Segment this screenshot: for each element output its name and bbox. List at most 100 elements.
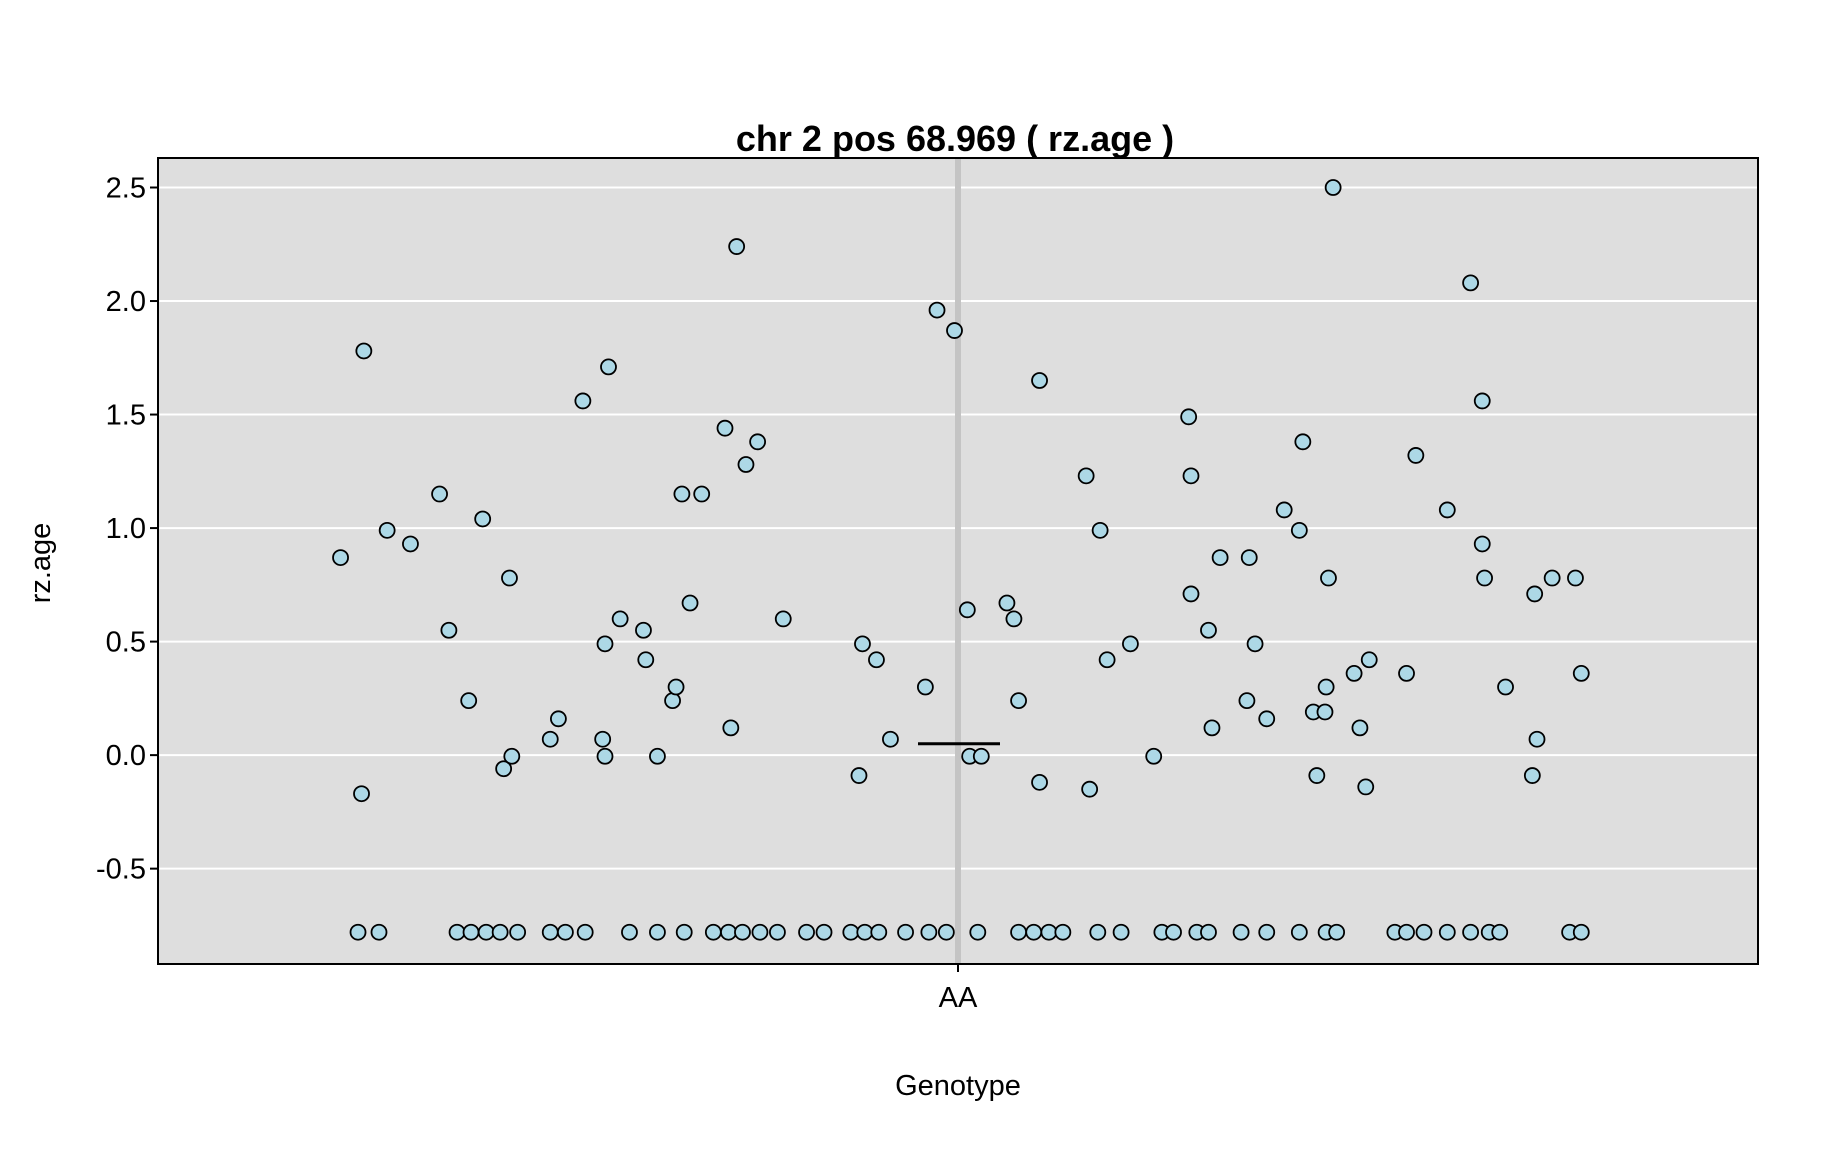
- data-point: [1232, 923, 1250, 941]
- data-point: [1200, 621, 1217, 639]
- data-point: [1491, 923, 1509, 941]
- data-point: [737, 456, 755, 473]
- data-point: [998, 594, 1016, 612]
- data-point: [722, 719, 740, 737]
- data-point: [1203, 719, 1221, 737]
- y-tick-label: -0.5: [96, 854, 146, 886]
- data-point: [769, 923, 786, 941]
- data-point: [503, 747, 521, 765]
- data-point: [1462, 923, 1479, 941]
- data-point: [1275, 501, 1293, 519]
- y-axis-label: rz.age: [25, 523, 57, 604]
- data-point: [1031, 773, 1048, 791]
- data-point: [1290, 923, 1308, 941]
- data-point: [1054, 923, 1072, 941]
- data-point: [1360, 651, 1378, 669]
- data-point: [448, 923, 466, 941]
- data-point: [928, 301, 946, 319]
- data-point: [353, 785, 370, 803]
- data-point: [460, 692, 478, 710]
- data-point: [491, 923, 509, 941]
- data-point: [1415, 923, 1433, 941]
- data-point: [600, 358, 617, 376]
- data-point: [1240, 549, 1258, 566]
- y-tick-label: 1.0: [106, 513, 146, 545]
- data-point: [550, 710, 567, 728]
- data-point: [1098, 651, 1116, 669]
- data-point: [749, 433, 767, 451]
- data-point: [1290, 521, 1308, 539]
- data-point: [1077, 467, 1095, 485]
- data-point: [920, 923, 938, 941]
- data-point: [1328, 923, 1346, 941]
- data-point: [856, 923, 874, 941]
- data-point: [1567, 569, 1584, 587]
- data-point: [1357, 778, 1375, 796]
- data-point: [1345, 664, 1363, 682]
- data-point: [1398, 664, 1415, 682]
- data-point: [667, 678, 685, 696]
- data-point: [716, 419, 734, 437]
- data-point: [1320, 569, 1337, 587]
- data-point: [1200, 923, 1217, 941]
- data-point: [882, 730, 899, 748]
- data-point: [402, 535, 419, 553]
- data-point: [621, 923, 638, 941]
- data-point: [1438, 923, 1456, 941]
- data-point: [774, 610, 792, 628]
- data-point: [1526, 585, 1544, 603]
- data-point: [1258, 710, 1276, 728]
- data-point: [541, 923, 559, 941]
- data-point: [440, 621, 458, 639]
- data-point: [509, 923, 527, 941]
- data-point: [1091, 521, 1109, 539]
- data-point: [1031, 372, 1048, 389]
- data-point: [1473, 392, 1491, 410]
- data-point: [897, 923, 914, 941]
- data-point: [1316, 703, 1334, 721]
- data-point: [1010, 923, 1027, 941]
- data-point: [477, 923, 495, 941]
- data-point: [1211, 549, 1229, 566]
- data-point: [1122, 635, 1139, 653]
- data-point: [1497, 678, 1514, 696]
- data-point: [431, 485, 448, 503]
- data-point: [854, 635, 871, 653]
- data-point: [969, 923, 987, 941]
- data-point: [649, 923, 666, 941]
- data-point: [1294, 433, 1312, 451]
- data-point: [349, 923, 367, 941]
- data-point: [1324, 179, 1342, 196]
- data-point: [916, 678, 934, 696]
- data-point: [1351, 719, 1369, 737]
- data-point: [1317, 678, 1335, 696]
- y-tick-label: 2.0: [106, 286, 146, 318]
- x-tick-label: AA: [939, 982, 978, 1014]
- data-point: [1476, 569, 1493, 587]
- data-point: [850, 767, 868, 784]
- data-point: [370, 923, 388, 941]
- data-point: [637, 651, 655, 669]
- data-point: [1407, 447, 1425, 464]
- y-tick-label: 0.0: [106, 740, 146, 772]
- data-point: [946, 322, 963, 339]
- data-point: [870, 923, 888, 941]
- data-point: [693, 485, 711, 503]
- data-point: [728, 238, 746, 255]
- data-point: [958, 601, 976, 619]
- data-point: [751, 923, 769, 941]
- data-point: [1572, 923, 1590, 941]
- data-point: [596, 747, 614, 765]
- data-point: [596, 635, 614, 653]
- data-point: [462, 923, 480, 941]
- data-point: [937, 923, 955, 941]
- data-point: [704, 923, 722, 941]
- data-point: [1238, 692, 1256, 710]
- data-point: [611, 610, 629, 628]
- data-point: [675, 923, 693, 941]
- data-point: [1005, 610, 1023, 628]
- data-point: [972, 747, 990, 765]
- data-point: [720, 923, 737, 941]
- data-point: [798, 923, 815, 941]
